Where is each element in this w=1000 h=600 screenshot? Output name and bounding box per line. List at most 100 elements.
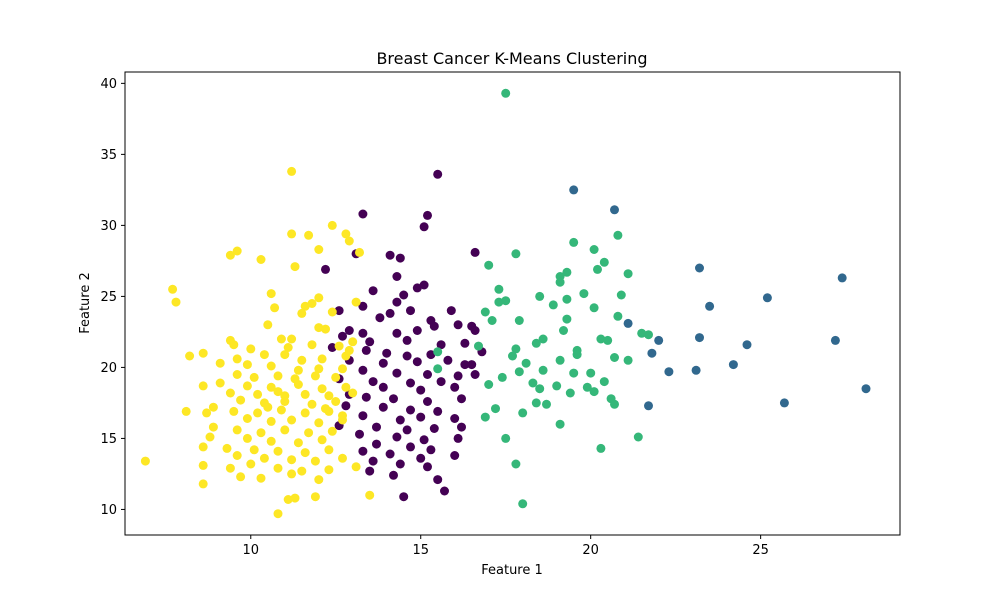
data-point-cluster-0 (392, 297, 402, 307)
data-point-cluster-0 (416, 385, 426, 395)
data-point-cluster-0 (429, 424, 439, 433)
data-point-cluster-2 (589, 245, 599, 254)
x-tick-label: 10 (242, 543, 259, 558)
data-point-cluster-3 (270, 303, 280, 313)
data-point-cluster-3 (266, 436, 276, 446)
data-point-cluster-0 (412, 357, 422, 367)
data-point-cluster-3 (344, 345, 354, 355)
data-point-cluster-3 (324, 465, 334, 475)
data-point-cluster-3 (287, 166, 297, 176)
data-point-cluster-3 (304, 230, 314, 240)
data-point-cluster-3 (314, 418, 324, 428)
data-point-cluster-2 (579, 289, 589, 299)
data-point-cluster-3 (236, 472, 246, 482)
data-point-cluster-0 (416, 412, 426, 422)
data-point-cluster-0 (406, 378, 415, 388)
data-point-cluster-0 (399, 290, 409, 300)
data-point-cluster-0 (443, 355, 453, 365)
data-point-cluster-1 (647, 348, 657, 358)
data-point-cluster-0 (457, 422, 466, 432)
data-point-cluster-3 (185, 351, 195, 361)
data-point-cluster-3 (232, 451, 242, 460)
data-point-cluster-0 (392, 368, 402, 378)
data-point-cluster-0 (406, 442, 415, 452)
data-point-cluster-0 (419, 435, 429, 445)
data-point-cluster-2 (613, 230, 623, 240)
data-point-cluster-2 (548, 300, 558, 310)
data-point-cluster-3 (290, 493, 300, 503)
data-point-cluster-3 (256, 255, 266, 264)
data-point-cluster-0 (389, 394, 398, 404)
data-point-cluster-3 (310, 492, 320, 502)
data-point-cluster-0 (406, 405, 415, 415)
data-point-cluster-2 (538, 334, 548, 344)
data-point-cluster-3 (198, 381, 208, 391)
data-point-cluster-0 (355, 429, 364, 439)
data-point-cluster-3 (321, 404, 330, 414)
data-point-cluster-2 (565, 388, 575, 398)
data-point-cluster-3 (181, 406, 191, 416)
data-point-cluster-3 (351, 462, 361, 472)
data-point-cluster-3 (253, 408, 263, 418)
data-point-cluster-3 (290, 262, 300, 272)
y-tick-label: 20 (100, 361, 117, 376)
points-layer (140, 88, 871, 519)
data-point-cluster-3 (232, 246, 242, 256)
data-point-cluster-0 (395, 459, 405, 469)
data-point-cluster-0 (433, 169, 443, 179)
data-point-cluster-3 (225, 250, 235, 260)
data-point-cluster-0 (467, 360, 477, 370)
data-point-cluster-2 (535, 291, 545, 301)
data-point-cluster-0 (436, 340, 446, 350)
data-point-cluster-3 (256, 428, 266, 438)
data-point-cluster-3 (300, 301, 310, 311)
data-point-cluster-1 (779, 398, 789, 408)
data-point-cluster-0 (419, 222, 429, 232)
data-point-cluster-0 (433, 475, 443, 485)
data-point-cluster-0 (453, 371, 463, 381)
data-point-cluster-3 (314, 323, 324, 333)
data-point-cluster-3 (331, 372, 341, 382)
data-point-cluster-2 (555, 419, 565, 429)
data-point-cluster-0 (392, 432, 402, 442)
data-point-cluster-3 (263, 402, 273, 412)
data-point-cluster-3 (287, 229, 297, 239)
data-point-cluster-0 (433, 406, 443, 416)
data-point-cluster-3 (287, 469, 297, 479)
data-point-cluster-2 (538, 365, 548, 375)
data-point-cluster-0 (450, 382, 460, 392)
data-point-cluster-0 (446, 306, 456, 316)
data-point-cluster-3 (225, 463, 235, 473)
data-point-cluster-2 (623, 269, 633, 279)
data-point-cluster-3 (331, 397, 341, 406)
data-point-cluster-0 (361, 392, 371, 402)
data-point-cluster-3 (348, 337, 358, 347)
data-point-cluster-0 (358, 209, 368, 219)
data-point-cluster-1 (837, 273, 847, 283)
data-point-cluster-2 (555, 355, 565, 365)
data-point-cluster-2 (484, 380, 494, 389)
data-point-cluster-0 (368, 377, 378, 387)
data-point-cluster-2 (528, 378, 538, 388)
data-point-cluster-2 (613, 311, 623, 321)
data-point-cluster-3 (276, 405, 286, 415)
data-point-cluster-0 (470, 370, 480, 379)
data-point-cluster-3 (263, 320, 273, 330)
data-point-cluster-2 (599, 257, 609, 267)
y-axis-ticks: 10 15 20 25 30 35 40 (100, 77, 125, 518)
data-point-cluster-3 (293, 438, 303, 448)
data-point-cluster-2 (514, 367, 524, 377)
data-point-cluster-3 (314, 364, 324, 374)
x-tick-label: 15 (412, 543, 429, 558)
data-point-cluster-3 (351, 297, 361, 307)
data-point-cluster-2 (623, 355, 633, 365)
data-point-cluster-3 (297, 466, 307, 476)
data-point-cluster-3 (222, 443, 232, 453)
data-point-cluster-3 (253, 389, 263, 399)
data-point-cluster-1 (830, 335, 840, 345)
data-point-cluster-1 (742, 340, 752, 350)
data-point-cluster-2 (644, 330, 653, 340)
data-point-cluster-3 (242, 414, 252, 423)
data-point-cluster-1 (762, 293, 772, 303)
data-point-cluster-2 (433, 364, 443, 374)
